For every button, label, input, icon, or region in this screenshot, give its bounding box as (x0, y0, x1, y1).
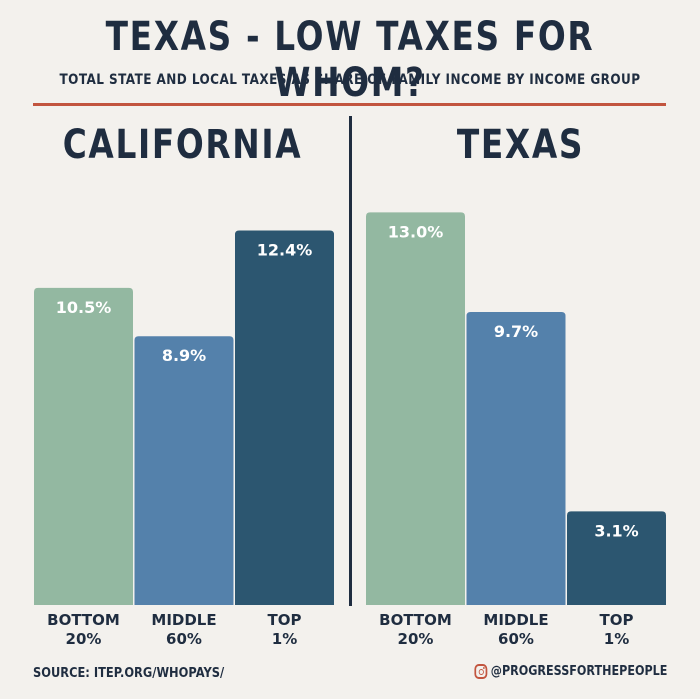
source-note: SOURCE: ITEP.ORG/WHOPAYS/ (33, 666, 225, 681)
bar-value-label-california-top: 12.4% (257, 241, 313, 260)
category-label-texas-bottom-line1: BOTTOM (379, 611, 452, 629)
bar-texas-top (567, 511, 666, 605)
page-subtitle: TOTAL STATE AND LOCAL TAXES AS SHARE OF … (59, 72, 641, 88)
category-label-california-middle-line1: MIDDLE (151, 611, 216, 629)
bar-value-label-texas-bottom: 13.0% (388, 222, 444, 241)
bar-california-bottom (34, 287, 133, 605)
category-label-california-bottom-line1: BOTTOM (47, 611, 120, 629)
bar-texas-bottom (366, 212, 465, 605)
category-label-california-bottom-line2: 20% (66, 630, 102, 648)
bar-california-middle (134, 336, 234, 605)
instagram-icon (473, 664, 487, 679)
category-label-texas-middle-line1: MIDDLE (483, 611, 548, 629)
chart-title-california: CALIFORNIA (62, 122, 303, 168)
bar-value-label-california-bottom: 10.5% (56, 298, 112, 317)
title-divider-rule (33, 103, 666, 106)
category-label-texas-bottom-line2: 20% (398, 630, 434, 648)
bar-value-label-california-middle: 8.9% (162, 346, 206, 365)
category-label-texas-top-line2: 1% (604, 630, 629, 648)
category-label-california-top-line1: TOP (268, 611, 302, 629)
category-label-texas-middle-line2: 60% (498, 630, 534, 648)
social-handle[interactable]: @PROGRESSFORTHEPEOPLE (473, 664, 667, 679)
bar-value-label-texas-top: 3.1% (594, 521, 638, 540)
chart-title-texas: TEXAS (456, 122, 585, 168)
page-title: TEXAS - LOW TAXES FOR WHOM? (105, 14, 595, 106)
category-label-california-middle-line2: 60% (166, 630, 202, 648)
bar-charts: 10.5%BOTTOM20%8.9%MIDDLE60%12.4%TOP1%13.… (34, 212, 666, 648)
chart-divider (349, 116, 352, 606)
bar-texas-middle (466, 312, 566, 605)
category-label-texas-top-line1: TOP (600, 611, 634, 629)
bar-value-label-texas-middle: 9.7% (494, 322, 538, 341)
social-handle-text: @PROGRESSFORTHEPEOPLE (490, 664, 667, 679)
bar-california-top (235, 230, 334, 605)
category-label-california-top-line2: 1% (272, 630, 297, 648)
